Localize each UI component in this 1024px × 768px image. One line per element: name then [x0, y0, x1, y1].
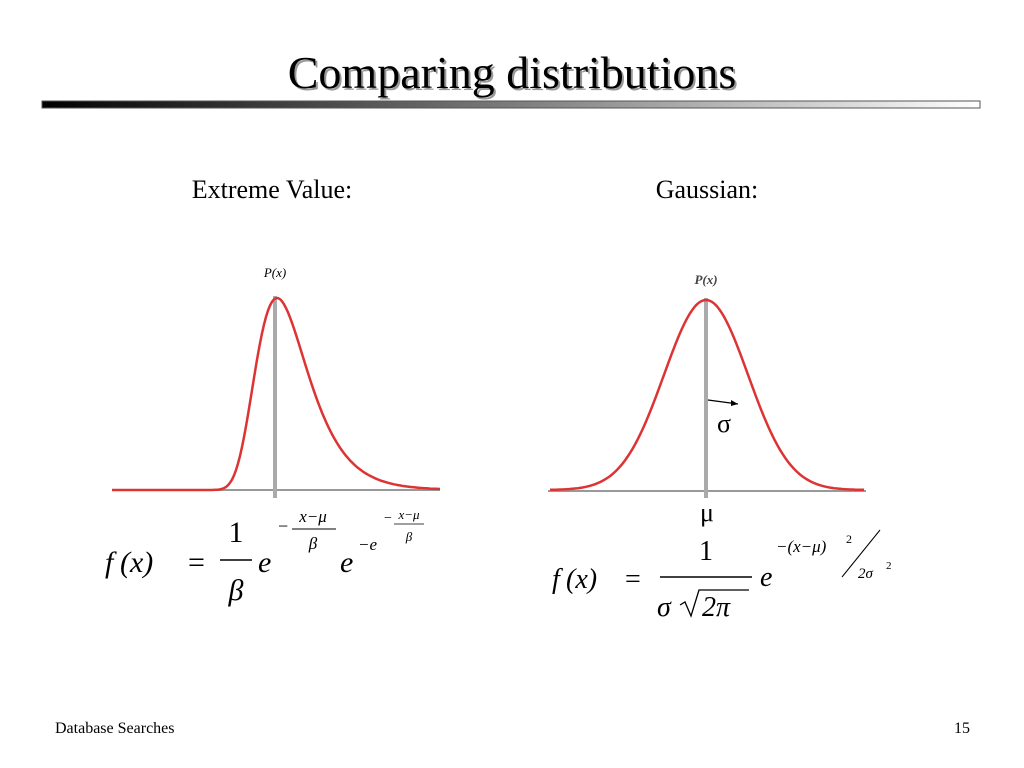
mu-label: μ: [700, 498, 714, 527]
formula-text: β: [308, 534, 318, 553]
formula-text: e: [258, 546, 271, 579]
formula-text: f: [105, 546, 117, 579]
arrow-head: [731, 400, 738, 406]
formula-text: β: [228, 574, 244, 607]
formula-text: 2: [886, 560, 892, 572]
sqrt-sign: [679, 589, 749, 618]
formula-text: =: [625, 564, 641, 595]
formula-text: =: [188, 546, 205, 579]
title-rule: [41, 100, 981, 109]
formula-text: e: [340, 546, 353, 579]
panel-heading: Extreme Value:: [192, 175, 353, 204]
formula-text: x−μ: [397, 507, 420, 522]
formula-text: −: [278, 516, 288, 536]
formula-text: (x): [566, 564, 597, 595]
curve: [550, 298, 864, 492]
axis-label: P(x): [694, 272, 717, 287]
title: Comparing distributions: [288, 47, 737, 98]
formula-text: 2σ: [858, 566, 874, 582]
panel-heading: Gaussian:: [656, 175, 759, 204]
formula-text: f: [552, 564, 563, 595]
formula-text: β: [405, 529, 413, 544]
page-number: 15: [954, 720, 970, 737]
axis-label: P(x): [263, 265, 286, 280]
formula-text: 1: [229, 516, 244, 549]
formula-text: −e: [358, 535, 377, 554]
formula-text: (x): [120, 546, 153, 579]
sigma-label: σ: [717, 409, 731, 438]
formula: f (x) = 1 σ 2π e −(x−μ) 2 2σ 2: [552, 529, 892, 623]
formula: f (x) = 1 β e − x−μ β e −e − x−μ β: [105, 507, 424, 607]
footer-left: Database Searches: [55, 720, 175, 737]
formula-text: x−μ: [298, 507, 327, 526]
formula-text: 1: [699, 536, 713, 567]
formula-text: 2π: [702, 592, 731, 623]
formula-text: σ: [657, 592, 672, 623]
fraction-slash: [841, 529, 881, 578]
formula-text: e: [760, 562, 772, 593]
formula-text: −: [384, 511, 392, 526]
title-shadow: Comparing distributions: [290, 49, 739, 100]
curve: [112, 296, 441, 492]
formula-text: 2: [846, 532, 852, 546]
formula-text: −(x−μ): [776, 537, 827, 556]
